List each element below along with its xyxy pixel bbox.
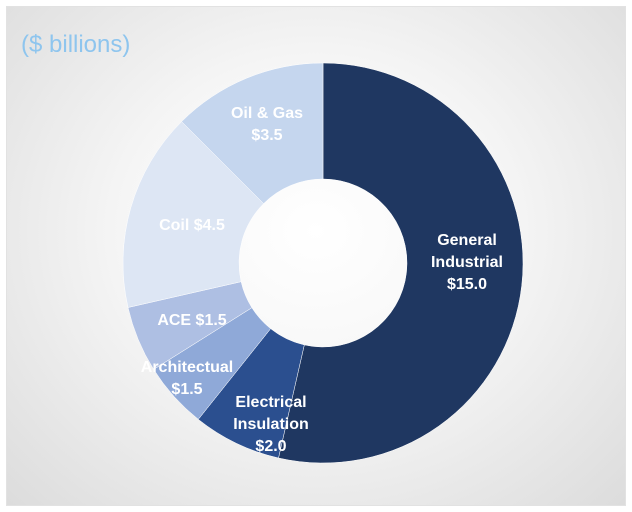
unit-label: ($ billions) xyxy=(21,31,131,58)
slice-label-oil-gas: Oil & Gas $3.5 xyxy=(231,105,303,144)
donut-labels: General Industrial $15.0 Electrical Insulati… xyxy=(141,105,503,455)
slice-label-ace: ACE $1.5 xyxy=(157,312,226,329)
donut-slices xyxy=(122,62,524,464)
slice-label-general-industrial: General Industrial $15.0 xyxy=(431,232,503,293)
slice-oil-gas xyxy=(181,62,324,204)
donut-chart: General Industrial $15.0 Electrical Insulati… xyxy=(122,62,524,464)
slide-background: ($ billions) General Industrial $15.0 Elect… xyxy=(6,6,626,506)
slice-label-architectual: Architectual $1.5 xyxy=(141,359,233,398)
slice-coil xyxy=(122,121,264,308)
slice-general-industrial xyxy=(278,62,524,464)
slice-label-electrical-insulation: Electrical Insulation $2.0 xyxy=(233,394,309,455)
slice-label-coil: Coil $4.5 xyxy=(159,217,225,234)
